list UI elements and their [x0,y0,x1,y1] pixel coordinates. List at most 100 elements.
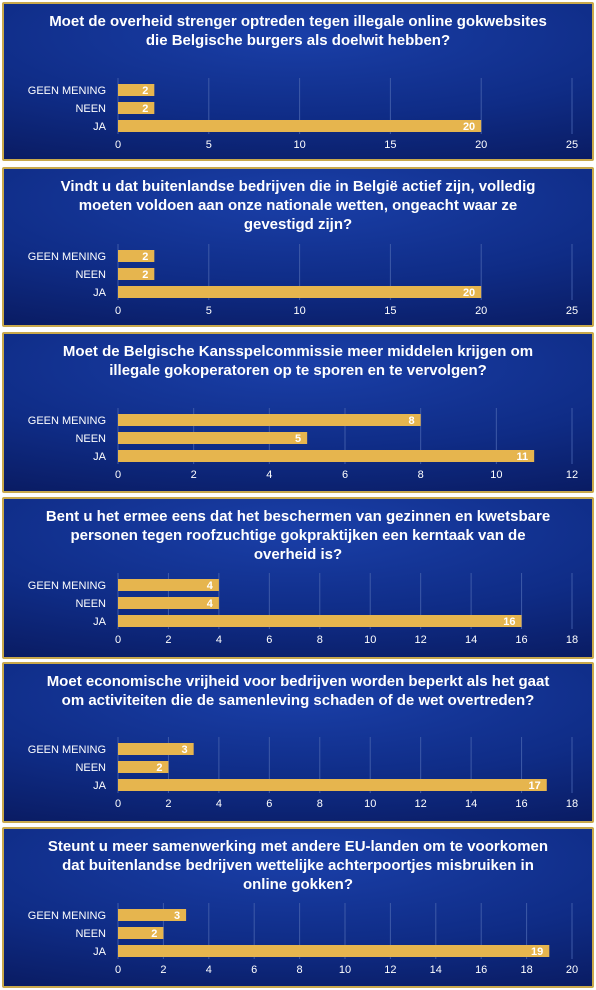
category-label: NEEN [75,762,106,774]
bar-value-label: 19 [531,946,543,958]
bar-value-label: 4 [207,598,214,610]
bar-value-label: 20 [463,121,475,133]
bar-value-label: 2 [142,85,148,97]
question-title: Steunt u meer samenwerking met andere EU… [47,838,549,893]
x-tick-label: 12 [384,964,396,976]
category-label: JA [93,287,107,299]
chart-panel-3: Moet de Belgische Kansspelcommissie meer… [2,332,594,493]
x-tick-label: 0 [115,798,121,810]
bar-chart: 0 2 4 6 8 10 12 14 16 18 20 GEEN MENING 3 NEEN 2 JA 19 [28,903,578,976]
bar-ja [118,615,522,627]
question-title: Moet economische vrijheid voor bedrijven… [46,673,550,709]
bar-value-label: 16 [503,616,515,628]
chart-panel-5: Moet economische vrijheid voor bedrijven… [2,662,594,823]
bar-neen [118,597,219,609]
x-tick-label: 12 [566,469,578,481]
category-label: GEEN MENING [28,910,106,922]
question-title: Bent u het ermee eens dat het beschermen… [45,508,551,563]
x-tick-label: 15 [384,139,396,151]
x-tick-label: 14 [465,798,477,810]
x-tick-label: 16 [515,634,527,646]
bar-geen-mening [118,909,187,921]
bar-geen-mening [118,414,421,426]
x-tick-label: 20 [566,964,578,976]
x-tick-label: 25 [566,305,578,317]
x-tick-label: 2 [191,469,197,481]
category-label: NEEN [75,269,106,281]
bar-value-label: 2 [156,762,162,774]
bar-ja [118,286,482,298]
bar-chart: 0 2 4 6 8 10 12 14 16 18 GEEN MENING 4 NEEN 4 JA 16 [28,573,578,646]
x-tick-label: 14 [465,634,477,646]
x-tick-label: 4 [216,634,222,646]
x-tick-label: 10 [364,798,376,810]
bar-value-label: 2 [151,928,157,940]
bar-neen [118,432,308,444]
x-tick-label: 5 [206,139,212,151]
bar-neen [118,761,169,773]
x-tick-label: 6 [251,964,257,976]
x-tick-label: 5 [206,305,212,317]
x-tick-label: 10 [339,964,351,976]
bar-value-label: 17 [529,780,541,792]
category-label: NEEN [75,433,106,445]
bar-geen-mening [118,579,219,591]
question-title: Moet de overheid strenger optreden tegen… [49,13,547,49]
chart-panel-4: Bent u het ermee eens dat het beschermen… [2,497,594,659]
bar-chart: 0 5 10 15 20 25 GEEN MENING 2 NEEN 2 JA 20 [28,78,578,151]
bar-neen [118,927,164,939]
x-tick-label: 10 [364,634,376,646]
bar-geen-mening [118,250,155,262]
category-label: JA [93,946,107,958]
category-label: JA [93,780,107,792]
x-tick-label: 16 [475,964,487,976]
x-tick-label: 18 [566,798,578,810]
x-tick-label: 16 [515,798,527,810]
bar-ja [118,450,535,462]
bar-chart: 0 2 4 6 8 10 12 14 16 18 GEEN MENING 3 NEEN 2 JA 17 [28,737,578,810]
bar-geen-mening [118,743,194,755]
x-tick-label: 2 [160,964,166,976]
bar-ja [118,779,547,791]
x-tick-label: 0 [115,139,121,151]
category-label: GEEN MENING [28,85,106,97]
bar-chart: 0 2 4 6 8 10 12 GEEN MENING 8 NEEN 5 JA 11 [28,408,578,481]
x-tick-label: 6 [266,798,272,810]
bar-neen [118,268,155,280]
category-label: JA [93,121,107,133]
bar-geen-mening [118,84,155,96]
bar-chart: 0 5 10 15 20 25 GEEN MENING 2 NEEN 2 JA 20 [28,244,578,317]
chart-panel-6: Steunt u meer samenwerking met andere EU… [2,827,594,988]
bar-value-label: 5 [295,433,301,445]
category-label: NEEN [75,103,106,115]
bar-value-label: 20 [463,287,475,299]
x-tick-label: 10 [293,139,305,151]
x-tick-label: 12 [415,634,427,646]
bar-value-label: 3 [174,910,180,922]
x-tick-label: 18 [566,634,578,646]
bar-ja [118,945,550,957]
x-tick-label: 0 [115,469,121,481]
x-tick-label: 18 [520,964,532,976]
x-tick-label: 8 [297,964,303,976]
bar-value-label: 4 [207,580,214,592]
bar-value-label: 8 [409,415,415,427]
x-tick-label: 10 [293,305,305,317]
x-tick-label: 25 [566,139,578,151]
x-tick-label: 0 [115,634,121,646]
bar-value-label: 11 [517,451,529,463]
category-label: GEEN MENING [28,251,106,263]
bar-value-label: 2 [142,269,148,281]
x-tick-label: 2 [165,798,171,810]
chart-panel-1: Moet de overheid strenger optreden tegen… [2,2,594,161]
x-tick-label: 0 [115,964,121,976]
bar-neen [118,102,155,114]
x-tick-label: 12 [415,798,427,810]
x-tick-label: 6 [342,469,348,481]
category-label: JA [93,451,107,463]
x-tick-label: 10 [490,469,502,481]
x-tick-label: 4 [266,469,272,481]
category-label: GEEN MENING [28,744,106,756]
x-tick-label: 4 [206,964,212,976]
bar-value-label: 3 [182,744,188,756]
